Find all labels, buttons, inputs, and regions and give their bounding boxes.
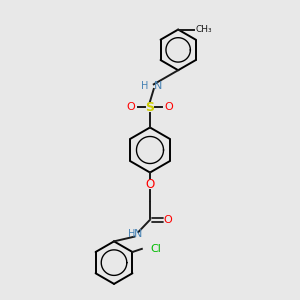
Text: O: O: [127, 102, 136, 112]
Text: H: H: [128, 229, 135, 238]
Text: H: H: [141, 81, 148, 91]
Text: Cl: Cl: [150, 244, 161, 254]
Text: O: O: [146, 178, 154, 191]
Text: N: N: [154, 81, 162, 91]
Text: S: S: [146, 100, 154, 114]
Text: CH₃: CH₃: [195, 25, 212, 34]
Text: N: N: [134, 229, 142, 238]
Text: O: O: [164, 102, 173, 112]
Text: O: O: [163, 215, 172, 225]
